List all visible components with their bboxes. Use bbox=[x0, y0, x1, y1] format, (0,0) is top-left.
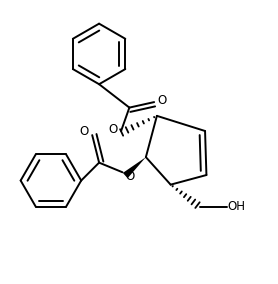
Polygon shape bbox=[123, 157, 146, 178]
Text: O: O bbox=[79, 125, 89, 138]
Text: O: O bbox=[126, 170, 135, 183]
Text: OH: OH bbox=[227, 200, 245, 213]
Text: O: O bbox=[157, 94, 167, 107]
Text: O: O bbox=[109, 123, 118, 136]
